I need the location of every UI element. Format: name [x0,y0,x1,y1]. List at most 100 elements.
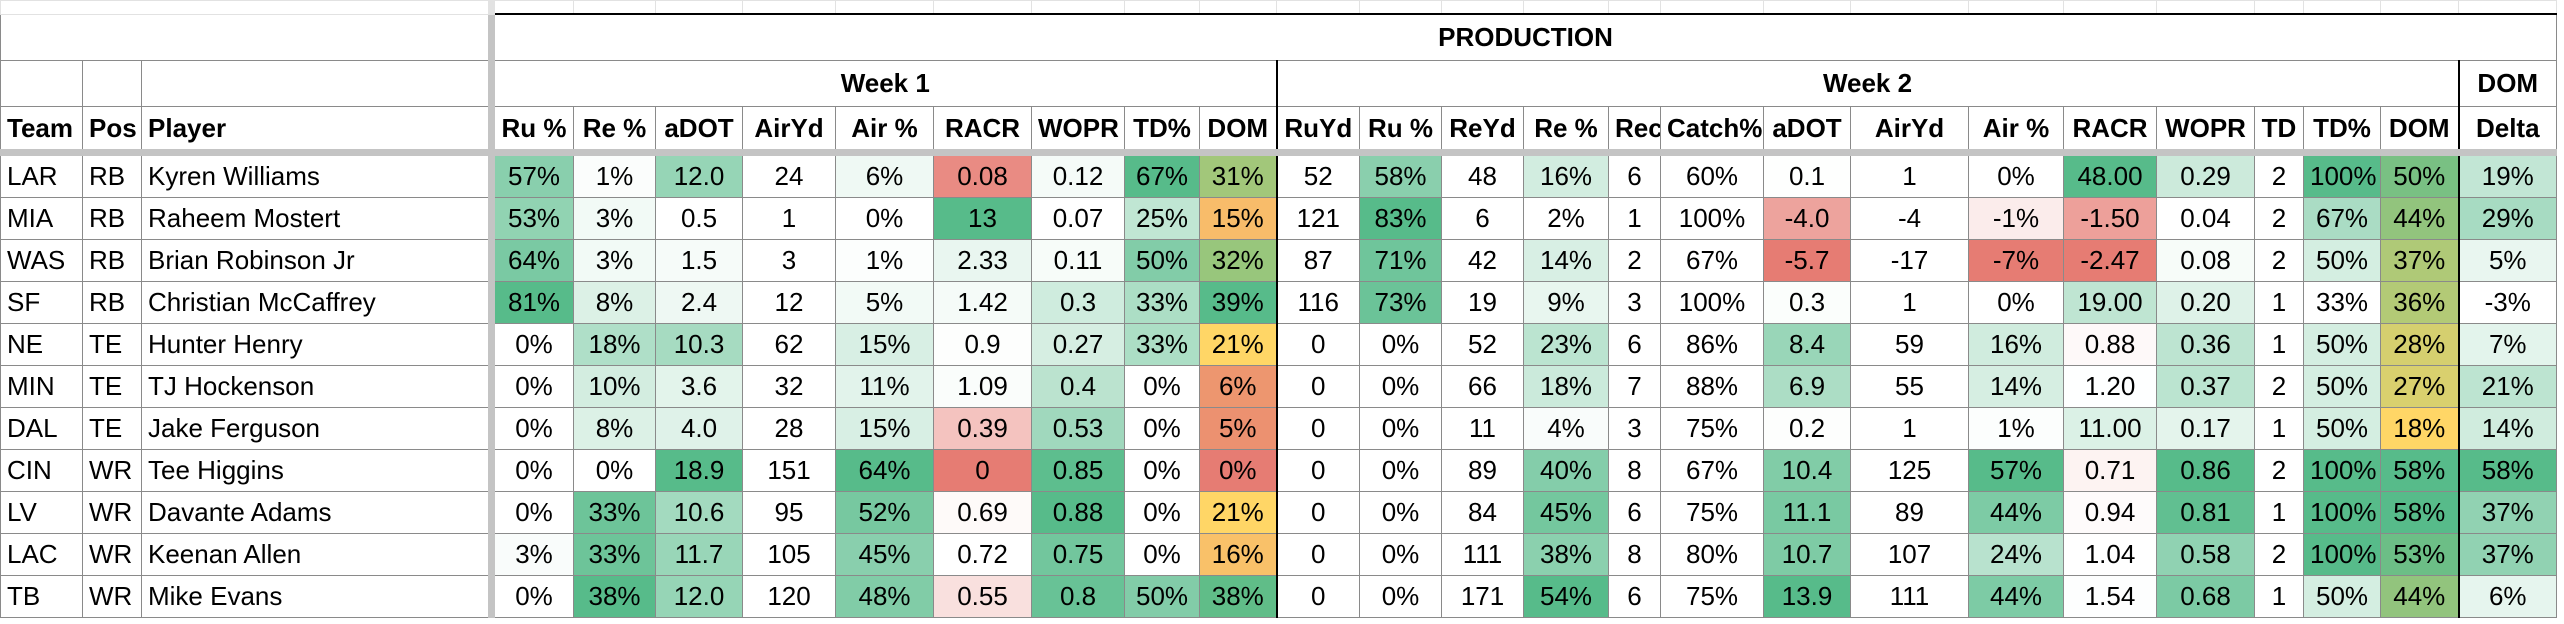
data-cell: 111 [1441,533,1525,576]
data-cell: 2 [2254,152,2305,198]
data-cell: 40% [1523,449,1610,492]
blank-cell [1523,0,1610,15]
data-cell: 55 [1850,365,1970,408]
id-cell: RB [82,239,142,282]
column-header: RACR [2063,106,2158,156]
data-cell: 6 [1608,491,1662,534]
blank-cell [835,0,935,15]
data-cell: 1% [573,152,657,198]
data-cell: 1% [1968,407,2065,450]
data-cell: 24 [742,152,837,198]
data-cell: 2 [2254,533,2305,576]
blank-cell [1276,0,1361,15]
data-cell: 0 [1275,575,1361,618]
id-cell: SF [0,281,83,324]
group-header: Week 1 [491,60,1278,107]
blank-cell [82,60,142,107]
column-header: Pos [82,106,142,156]
data-cell: 0.29 [2156,152,2256,198]
id-cell: TE [82,407,142,450]
data-cell: 42 [1441,239,1525,282]
data-cell: -4.0 [1763,197,1852,240]
blank-cell [2380,0,2460,15]
data-cell: 16% [1523,152,1610,198]
data-cell: 0.08 [2156,239,2256,282]
data-cell: 0.4 [1031,365,1126,408]
blank-cell [1660,0,1765,15]
data-cell: 50% [2380,152,2460,198]
data-cell: 16% [1968,323,2065,366]
data-cell: 28 [742,407,837,450]
data-cell: 11.7 [655,533,744,576]
data-cell: 0.85 [1031,449,1126,492]
data-cell: 100% [2303,152,2382,198]
data-cell: 33% [2303,281,2382,324]
data-cell: 0.3 [1763,281,1852,324]
data-cell: 28% [2380,323,2460,366]
data-cell: 0% [1359,323,1443,366]
column-header: DOM [1199,106,1278,156]
data-cell: 0.5 [655,197,744,240]
data-cell: 0% [1199,449,1278,492]
data-cell: 3 [1608,407,1662,450]
data-cell: 3% [573,197,657,240]
data-cell: -17 [1850,239,1970,282]
data-cell: 19.00 [2063,281,2158,324]
data-cell: 0 [1275,491,1361,534]
data-cell: 0% [1359,407,1443,450]
data-cell: 18% [573,323,657,366]
data-cell: 53% [491,197,575,240]
column-header: TD [2254,106,2305,156]
blank-cell [933,0,1033,15]
id-cell: Mike Evans [140,575,496,618]
data-cell: 9% [1523,281,1610,324]
row: MIN TE TJ Hockenson 0% 10% 3.6 32 11% 1.09 0.4 0% 6… [0,365,2558,408]
data-cell: 21% [2457,365,2558,408]
data-cell: 0.8 [1031,575,1126,618]
data-cell: 4.0 [655,407,744,450]
data-cell: 21% [1199,491,1278,534]
data-cell: -5.7 [1763,239,1852,282]
data-cell: 0.11 [1031,239,1126,282]
id-cell: DAL [0,407,83,450]
data-cell: 0.17 [2156,407,2256,450]
column-header: aDOT [655,106,744,156]
column-header: RACR [933,106,1033,156]
row: LV WR Davante Adams 0% 33% 10.6 95 52% 0.69 0.88 0… [0,491,2558,534]
blank-cell [1199,0,1278,15]
data-cell: 6.9 [1763,365,1852,408]
data-cell: 0% [835,197,935,240]
data-cell: 1.54 [2063,575,2158,618]
data-cell: 18% [2380,407,2460,450]
data-cell: 32 [742,365,837,408]
id-cell: WR [82,449,142,492]
data-cell: 52 [1275,152,1361,198]
column-header: WOPR [2156,106,2256,156]
data-cell: 0.68 [2156,575,2256,618]
data-cell: 0.81 [2156,491,2256,534]
data-cell: 0.72 [933,533,1033,576]
id-cell: TE [82,323,142,366]
column-header: Delta [2457,106,2558,156]
id-cell: RB [82,281,142,324]
data-cell: 64% [491,239,575,282]
data-cell: 80% [1660,533,1765,576]
column-header: Re % [1523,106,1610,156]
data-cell: 2 [2254,449,2305,492]
data-cell: 2.33 [933,239,1033,282]
data-cell: 0% [1359,491,1443,534]
data-cell: 89 [1441,449,1525,492]
data-cell: 3 [742,239,837,282]
data-cell: 52% [835,491,935,534]
data-cell: 39% [1199,281,1278,324]
data-cell: 1 [2254,281,2305,324]
data-cell: 83% [1359,197,1443,240]
data-cell: 0% [1359,365,1443,408]
data-cell: 15% [835,323,935,366]
data-cell: 52 [1441,323,1525,366]
blank-cell [573,0,657,15]
data-cell: 1 [1850,407,1970,450]
column-header: Ru % [491,106,575,156]
row: CIN WR Tee Higgins 0% 0% 18.9 151 64% 0 0.85 0% 0% 0… [0,449,2558,492]
